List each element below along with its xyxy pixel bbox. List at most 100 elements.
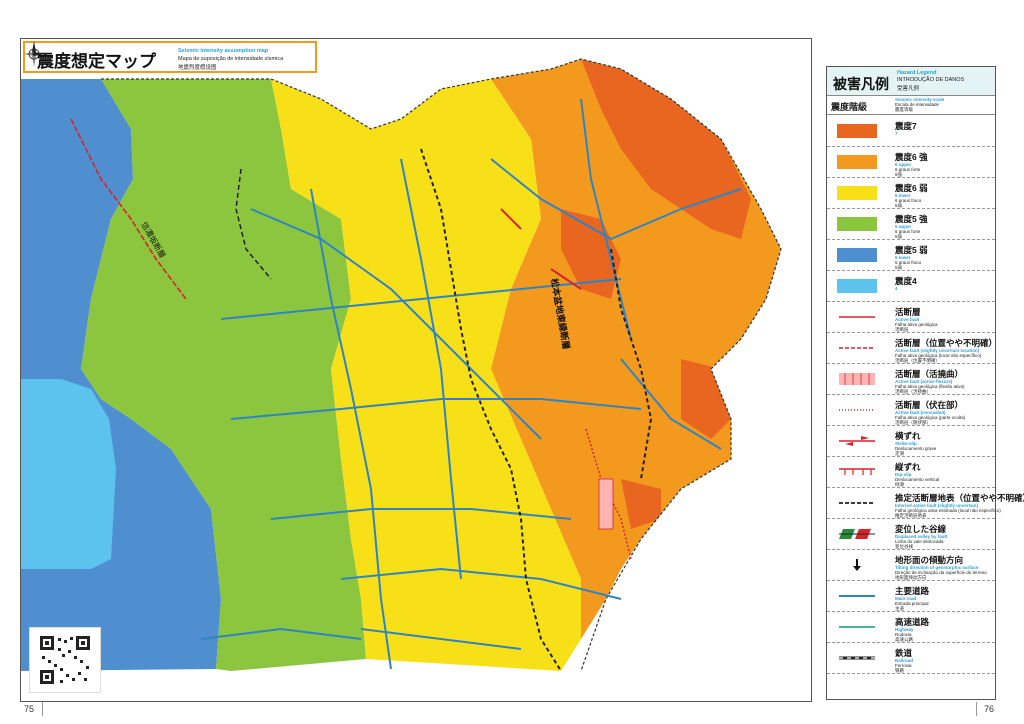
legend-pt-text: Rodovia bbox=[895, 632, 912, 637]
legend-zh-text: 变位谷线 bbox=[895, 544, 913, 549]
legend-pt-text: Falha geológica ativa estimada (local nã… bbox=[895, 508, 1001, 513]
page-rule-right bbox=[976, 702, 977, 716]
legend-name-text: 推定活断層地表（位置やや不明確） bbox=[895, 493, 1024, 503]
legend-feature-row: 活断層（伏在部） Active fault (concealed) Falha at… bbox=[827, 394, 995, 426]
legend-feature-row: 活断層（活撓曲） Active fault (active flexure) Fal… bbox=[827, 363, 995, 395]
scale-title: 震度階級 bbox=[831, 102, 868, 112]
legend-en-text: 6 upper bbox=[895, 162, 912, 167]
legend-name-text: 地形面の傾動方向 bbox=[895, 555, 964, 565]
legend-header: 被害凡例 Hazard Legend INTRODUÇÃO DE DANOS 受… bbox=[827, 67, 995, 96]
scale-title-zh: 震度等级 bbox=[895, 107, 913, 112]
legend-feature-row: 鉄道 Railroad Ferrovia 铁路 bbox=[827, 642, 995, 674]
fault-icon bbox=[839, 316, 875, 318]
legend-feature-row: 地形面の傾動方向 Tilting direction of geomorphic … bbox=[827, 549, 995, 581]
fault-east-a bbox=[500, 208, 522, 230]
legend-zh-text: 5强 bbox=[895, 234, 903, 239]
page-number-left: 75 bbox=[24, 704, 35, 714]
map-title-en: Seismic intensity assumption map bbox=[178, 48, 269, 54]
legend-zh-text: 主道 bbox=[895, 606, 904, 611]
legend-name-text: 主要道路 bbox=[895, 586, 930, 596]
legend-title-pt: INTRODUÇÃO DE DANOS bbox=[897, 77, 965, 83]
flexure-icon bbox=[839, 373, 875, 385]
legend-pt-text: Estrada principal bbox=[895, 601, 929, 606]
legend-pt-text: Deslocamento vertical bbox=[895, 477, 940, 482]
legend-en-text: Active fault (active flexure) bbox=[895, 379, 953, 384]
legend-name-text: 震度4 bbox=[895, 276, 917, 286]
outside-area bbox=[21, 39, 811, 701]
legend-feature-row: 高速道路 Highway Rodovia 高速公路 bbox=[827, 611, 995, 643]
zone-7-b bbox=[561, 209, 621, 299]
scale-title-en: Seismic intensity scale bbox=[895, 97, 945, 102]
legend-name-text: 震度7 bbox=[895, 121, 917, 131]
legend-feature-row: 活断層 Active fault Falha ativa geológica 活断层 bbox=[827, 301, 995, 333]
legend-en-text: 4 bbox=[895, 286, 898, 291]
page-number-right: 76 bbox=[984, 704, 995, 714]
dip-icon bbox=[839, 468, 875, 475]
legend-pt-text: 5 graus fraco bbox=[895, 260, 922, 265]
legend-name-text: 縦ずれ bbox=[895, 462, 921, 472]
map-canvas: 信濃坂断層 松本盆地東縁断層 bbox=[21, 39, 811, 701]
map-title-zh: 地震烈度假设图 bbox=[178, 65, 217, 71]
zone-7-a bbox=[581, 59, 751, 239]
legend-pt-text: 5 graus forte bbox=[895, 229, 921, 234]
legend-en-text: Active fault bbox=[895, 317, 920, 322]
legend-zh-text: 高速公路 bbox=[895, 637, 913, 642]
legend-zh-text: 推定活断层地表 bbox=[895, 513, 927, 518]
qr-code-icon[interactable] bbox=[29, 627, 101, 693]
legend-pt-text: Falha ativa geológica (flexão ativa) bbox=[895, 384, 965, 389]
legend-zh-text: 走滑 bbox=[895, 451, 904, 456]
legend-intensity-row: 震度4 4 bbox=[827, 270, 995, 302]
legend-feature-row: 横ずれ Strike-slip Deslocamento grave 走滑 bbox=[827, 425, 995, 457]
legend-en-text: Displaced valley by fault bbox=[895, 534, 948, 539]
legend-en-text: Main road bbox=[895, 596, 917, 601]
legend-zh-text: 活断层（位置不明確） bbox=[895, 358, 940, 363]
legend-title-en: Hazard Legend bbox=[897, 70, 937, 76]
legend-en-text: 7 bbox=[895, 131, 898, 136]
legend-name-text: 震度6 弱 bbox=[895, 183, 928, 193]
railroad bbox=[420, 148, 562, 672]
legend-en-text: Strike-slip bbox=[895, 441, 917, 446]
intensity-swatch bbox=[837, 217, 877, 231]
legend-zh-text: 5弱 bbox=[895, 265, 903, 270]
legend-zh-text: 活断层 bbox=[895, 327, 909, 332]
legend-en-text: Active fault (concealed) bbox=[895, 410, 946, 415]
legend-name-text: 活断層（位置やや不明確） bbox=[895, 338, 998, 348]
legend-pt-text: Ferrovia bbox=[895, 663, 912, 668]
highway bbox=[235, 168, 272, 280]
hazard-map[interactable]: 信濃坂断層 松本盆地東縁断層 震度想定マップ Seismic intensity… bbox=[20, 38, 812, 702]
zone-4 bbox=[21, 379, 116, 569]
intensity-swatch bbox=[837, 279, 877, 293]
rail-icon bbox=[839, 656, 875, 660]
legend-zh-text: 活断层（隐伏部） bbox=[895, 420, 931, 425]
legend-en-text: 5 upper bbox=[895, 224, 912, 229]
arrow-icon bbox=[853, 559, 861, 571]
inferred-icon bbox=[839, 502, 875, 504]
legend-feature-row: 主要道路 Main road Estrada principal 主道 bbox=[827, 580, 995, 612]
legend-pt-text: Falha ativa geológica bbox=[895, 322, 938, 327]
compass-icon bbox=[23, 41, 45, 67]
legend-en-text: Active fault (slightly uncertain locatio… bbox=[895, 348, 980, 353]
legend-name-text: 震度6 強 bbox=[895, 152, 928, 162]
legend-en-text: Highway bbox=[895, 627, 914, 632]
intensity-swatch bbox=[837, 124, 877, 138]
fault-west bbox=[70, 118, 187, 300]
legend-pt-text: Linha do vale deslocada bbox=[895, 539, 944, 544]
strike-icon bbox=[839, 436, 875, 446]
map-title: 震度想定マップ bbox=[37, 52, 156, 71]
valley-icon bbox=[839, 529, 875, 539]
legend-en-text: 5 lower bbox=[895, 255, 911, 260]
legend-name-text: 横ずれ bbox=[895, 431, 921, 441]
legend-pt-text: Falha ativa geológica (parte oculta) bbox=[895, 415, 966, 420]
legend-feature-row: 活断層（位置やや不明確） Active fault (slightly uncer… bbox=[827, 332, 998, 364]
map-title-box: 震度想定マップ Seismic intensity assumption map… bbox=[23, 41, 317, 73]
scale-title-pt: Escala de intensidade bbox=[895, 102, 940, 107]
scale-header: 震度階級 Seismic intensity scale Escala de i… bbox=[827, 96, 995, 115]
legend-zh-text: 6强 bbox=[895, 172, 903, 177]
legend-feature-row: 変位した谷線 Displaced valley by fault Linha do … bbox=[827, 518, 995, 550]
fault-east-b bbox=[550, 268, 582, 290]
legend-zh-text: 铁路 bbox=[895, 668, 904, 673]
legend-en-text: Inferred active fault (slightly uncertai… bbox=[895, 503, 979, 508]
